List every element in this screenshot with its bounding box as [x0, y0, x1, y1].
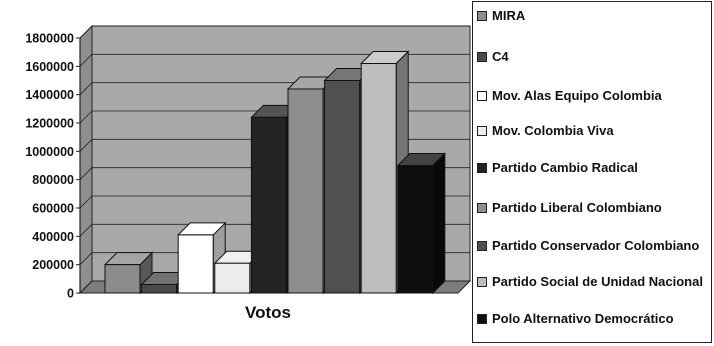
- legend-label: Partido Cambio Radical: [492, 160, 638, 175]
- y-tick-label: 1800000: [25, 32, 74, 46]
- bar-front: [324, 80, 361, 294]
- bar: [359, 50, 410, 295]
- gridline: [79, 224, 93, 237]
- y-tick-label: 200000: [32, 258, 74, 272]
- bar-front: [104, 264, 141, 294]
- gridline: [79, 54, 93, 67]
- y-tick-label: 1600000: [25, 60, 74, 74]
- y-tick-label: 1200000: [25, 117, 74, 131]
- gridline: [79, 167, 93, 180]
- bar-front: [141, 284, 178, 294]
- plot-side-wall: [79, 24, 93, 295]
- legend-swatch: [477, 11, 487, 21]
- y-tick-label: 600000: [32, 202, 74, 216]
- bar-front: [287, 88, 324, 294]
- legend-swatch: [477, 91, 487, 101]
- legend-label: Mov. Alas Equipo Colombia: [492, 88, 662, 103]
- legend-swatch: [477, 277, 487, 287]
- legend-swatch: [477, 126, 487, 136]
- legend-label: MIRA: [492, 8, 526, 23]
- legend-swatch: [477, 241, 487, 251]
- bar-front: [177, 234, 214, 294]
- legend-swatch: [477, 314, 487, 324]
- legend-label: Partido Liberal Colombiano: [492, 200, 662, 215]
- legend-label: Partido Conservador Colombiano: [492, 238, 700, 253]
- legend-label: Mov. Colombia Viva: [492, 123, 614, 138]
- legend-label: C4: [492, 49, 509, 64]
- y-tick-label: 0: [67, 287, 74, 301]
- y-tick-label: 1000000: [25, 145, 74, 159]
- bar-front: [214, 262, 251, 294]
- y-tick-label: 800000: [32, 173, 74, 187]
- gridline: [79, 25, 93, 39]
- y-tick-label: 1400000: [25, 88, 74, 102]
- gridline: [79, 195, 93, 209]
- bar-front: [397, 165, 434, 294]
- x-axis-label: Votos: [245, 303, 291, 322]
- legend-label: Polo Alternativo Democrático: [492, 311, 674, 326]
- bar-front: [250, 116, 287, 294]
- legend-label: Partido Social de Unidad Nacional: [492, 274, 703, 289]
- gridline: [79, 110, 93, 124]
- gridline: [79, 139, 93, 152]
- y-tick-label: 400000: [32, 230, 74, 244]
- legend-swatch: [477, 163, 487, 173]
- legend-swatch: [477, 52, 487, 62]
- legend-swatch: [477, 203, 487, 213]
- bar-side: [432, 152, 446, 295]
- bar: [176, 221, 227, 295]
- bar: [396, 152, 447, 295]
- bar-front: [360, 63, 397, 294]
- legend: MIRA C4 Mov. Alas Equipo Colombia Mov. Colo…: [472, 1, 712, 343]
- gridline: [79, 82, 93, 95]
- gridline: [79, 252, 93, 265]
